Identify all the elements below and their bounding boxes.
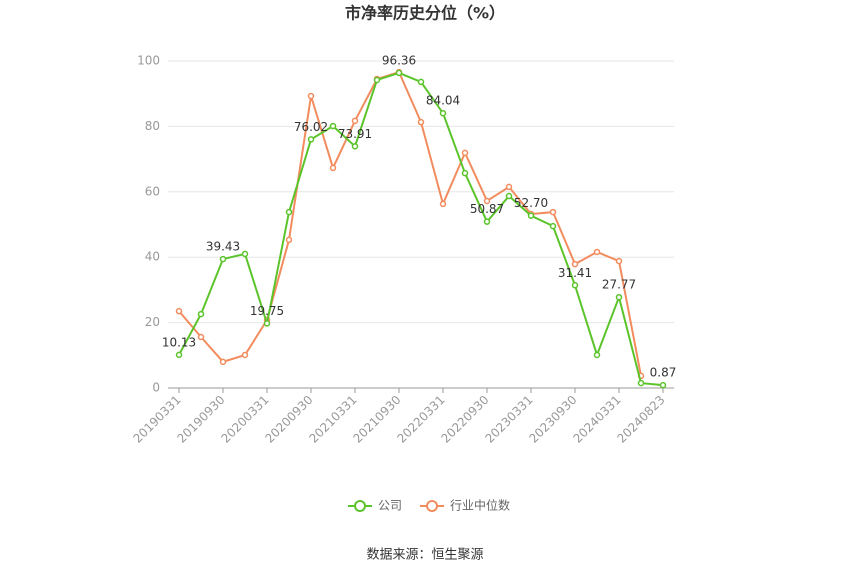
point [505,183,513,191]
point [307,92,315,100]
legend-label: 行业中位数 [450,498,510,513]
y-tick-label: 100 [137,54,160,68]
point [329,164,337,172]
point [351,143,359,150]
value-label: 50.87 [470,202,504,216]
point [593,248,601,256]
point [439,109,447,117]
point [549,222,557,230]
chart-title: 市净率历史分位（%） [345,4,505,23]
point [373,76,381,84]
point [483,197,491,205]
point [285,208,293,216]
value-label: 76.02 [294,120,328,134]
y-tick-label: 20 [145,315,160,329]
point [241,351,249,359]
point [637,379,645,387]
value-label: 10.13 [162,335,196,349]
point [483,218,491,225]
point [549,208,557,216]
point [505,192,513,200]
y-tick-label: 80 [145,119,160,133]
value-label: 73.91 [338,127,372,141]
point [175,351,183,359]
point [351,117,359,125]
point [219,358,227,366]
value-label: 31.41 [558,266,592,280]
point [461,169,469,177]
point [571,282,579,289]
legend-label: 公司 [378,499,402,513]
point [197,310,205,318]
value-label: 96.36 [382,53,416,67]
point [417,78,425,86]
point [285,236,293,244]
value-label: 52.70 [514,196,548,210]
value-label: 84.04 [426,94,460,108]
x-tick-label: 20240823 [615,393,668,446]
point [527,212,535,219]
point [219,255,227,263]
y-tick-label: 40 [145,250,160,264]
point [615,293,623,301]
value-label: 0.87 [650,366,677,380]
point [461,149,469,157]
series-line [178,70,642,377]
point [307,136,315,143]
point [329,122,337,130]
point [417,118,425,126]
y-tick-label: 60 [145,184,160,198]
point [615,257,623,265]
point [659,381,667,389]
point [241,250,249,258]
source: 数据来源：恒生聚源 [366,548,483,563]
point [197,333,205,341]
point [395,69,403,77]
value-label: 27.77 [602,278,636,292]
value-label: 19.75 [250,304,284,318]
legend-marker [354,500,366,512]
y-tick-label: 0 [152,381,160,395]
point [439,200,447,208]
point [263,320,271,327]
legend-marker [426,500,439,512]
value-label: 39.43 [206,240,240,254]
point [571,260,579,268]
point [175,307,183,315]
point [593,351,601,359]
